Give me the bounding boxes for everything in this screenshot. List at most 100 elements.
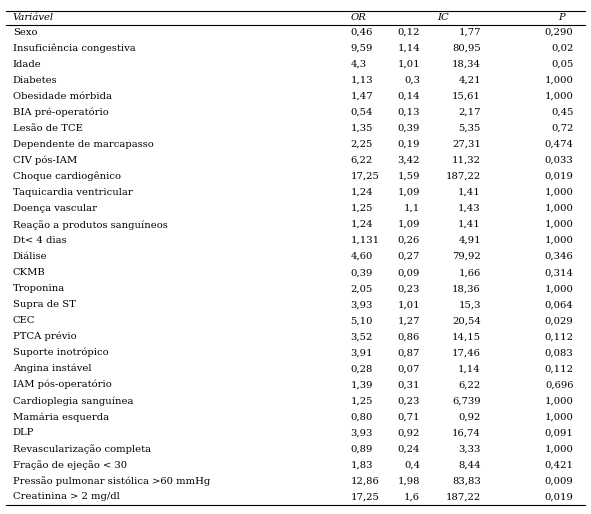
Text: 15,61: 15,61 [452, 92, 481, 101]
Text: Fração de ejeção < 30: Fração de ejeção < 30 [13, 460, 127, 470]
Text: 0,421: 0,421 [544, 461, 573, 469]
Text: 0,290: 0,290 [545, 28, 573, 37]
Text: 9,59: 9,59 [350, 44, 373, 53]
Text: P: P [558, 13, 565, 22]
Text: PTCA prévio: PTCA prévio [13, 332, 76, 341]
Text: 1,09: 1,09 [398, 188, 420, 197]
Text: 0,112: 0,112 [544, 364, 573, 373]
Text: Diálise: Diálise [13, 252, 47, 261]
Text: 2,05: 2,05 [350, 284, 373, 293]
Text: IAM pós-operatório: IAM pós-operatório [13, 380, 112, 390]
Text: 2,17: 2,17 [459, 108, 481, 117]
Text: Variável: Variável [13, 13, 54, 22]
Text: 1,000: 1,000 [545, 188, 573, 197]
Text: 0,029: 0,029 [545, 316, 573, 325]
Text: OR: OR [350, 13, 366, 22]
Text: 1,59: 1,59 [398, 172, 420, 181]
Text: 4,3: 4,3 [350, 60, 366, 69]
Text: 1,24: 1,24 [350, 188, 373, 197]
Text: 0,89: 0,89 [350, 444, 373, 453]
Text: 0,45: 0,45 [551, 108, 573, 117]
Text: Creatinina > 2 mg/dl: Creatinina > 2 mg/dl [13, 492, 119, 501]
Text: 0,07: 0,07 [398, 364, 420, 373]
Text: 0,346: 0,346 [545, 252, 573, 261]
Text: 0,14: 0,14 [397, 92, 420, 101]
Text: 0,019: 0,019 [545, 172, 573, 181]
Text: 0,019: 0,019 [545, 492, 573, 501]
Text: 17,25: 17,25 [350, 172, 379, 181]
Text: 0,696: 0,696 [545, 380, 573, 389]
Text: 0,27: 0,27 [398, 252, 420, 261]
Text: Supra de ST: Supra de ST [13, 300, 76, 309]
Text: CKMB: CKMB [13, 268, 46, 277]
Text: DLP: DLP [13, 428, 34, 437]
Text: Doença vascular: Doença vascular [13, 204, 97, 213]
Text: 1,000: 1,000 [545, 284, 573, 293]
Text: 187,22: 187,22 [446, 172, 481, 181]
Text: Insuficiência congestiva: Insuficiência congestiva [13, 44, 135, 53]
Text: 0,02: 0,02 [551, 44, 573, 53]
Text: 1,47: 1,47 [350, 92, 373, 101]
Text: 17,46: 17,46 [452, 348, 481, 357]
Text: 0,112: 0,112 [544, 332, 573, 341]
Text: 3,33: 3,33 [459, 444, 481, 453]
Text: 18,34: 18,34 [452, 60, 481, 69]
Text: 1,77: 1,77 [459, 28, 481, 37]
Text: 27,31: 27,31 [452, 140, 481, 149]
Text: 0,05: 0,05 [551, 60, 573, 69]
Text: 1,83: 1,83 [350, 461, 373, 469]
Text: 0,72: 0,72 [551, 124, 573, 133]
Text: 0,091: 0,091 [545, 428, 573, 437]
Text: 0,13: 0,13 [398, 108, 420, 117]
Text: 3,91: 3,91 [350, 348, 373, 357]
Text: 1,000: 1,000 [545, 220, 573, 229]
Text: 4,21: 4,21 [458, 76, 481, 85]
Text: Troponina: Troponina [13, 284, 65, 293]
Text: Angina instável: Angina instável [13, 364, 92, 374]
Text: 3,93: 3,93 [350, 300, 373, 309]
Text: 3,93: 3,93 [350, 428, 373, 437]
Text: 0,26: 0,26 [398, 236, 420, 245]
Text: 1,25: 1,25 [350, 204, 373, 213]
Text: Sexo: Sexo [13, 28, 37, 37]
Text: 5,35: 5,35 [459, 124, 481, 133]
Text: 0,474: 0,474 [544, 140, 573, 149]
Text: 2,25: 2,25 [350, 140, 373, 149]
Text: 1,000: 1,000 [545, 236, 573, 245]
Text: IC: IC [437, 13, 449, 22]
Text: 11,32: 11,32 [452, 156, 481, 165]
Text: 4,91: 4,91 [458, 236, 481, 245]
Text: 5,10: 5,10 [350, 316, 373, 325]
Text: 6,22: 6,22 [459, 380, 481, 389]
Text: 1,1: 1,1 [404, 204, 420, 213]
Text: 0,39: 0,39 [398, 124, 420, 133]
Text: 3,52: 3,52 [350, 332, 373, 341]
Text: 0,009: 0,009 [545, 476, 573, 485]
Text: 1,01: 1,01 [397, 60, 420, 69]
Text: CIV pós-IAM: CIV pós-IAM [13, 156, 77, 166]
Text: Idade: Idade [13, 60, 41, 69]
Text: 1,000: 1,000 [545, 444, 573, 453]
Text: 0,28: 0,28 [350, 364, 373, 373]
Text: 18,36: 18,36 [452, 284, 481, 293]
Text: 1,41: 1,41 [458, 188, 481, 197]
Text: 3,42: 3,42 [398, 156, 420, 165]
Text: 0,31: 0,31 [398, 380, 420, 389]
Text: 1,13: 1,13 [350, 76, 373, 85]
Text: 0,12: 0,12 [398, 28, 420, 37]
Text: Diabetes: Diabetes [13, 76, 57, 85]
Text: 1,14: 1,14 [458, 364, 481, 373]
Text: 0,80: 0,80 [350, 412, 373, 421]
Text: 79,92: 79,92 [452, 252, 481, 261]
Text: 17,25: 17,25 [350, 492, 379, 501]
Text: 1,24: 1,24 [350, 220, 373, 229]
Text: 1,000: 1,000 [545, 412, 573, 421]
Text: 0,92: 0,92 [459, 412, 481, 421]
Text: 0,86: 0,86 [398, 332, 420, 341]
Text: 0,033: 0,033 [545, 156, 573, 165]
Text: 0,09: 0,09 [398, 268, 420, 277]
Text: 0,23: 0,23 [398, 284, 420, 293]
Text: Choque cardiogênico: Choque cardiogênico [13, 172, 121, 181]
Text: 1,000: 1,000 [545, 396, 573, 405]
Text: 1,01: 1,01 [397, 300, 420, 309]
